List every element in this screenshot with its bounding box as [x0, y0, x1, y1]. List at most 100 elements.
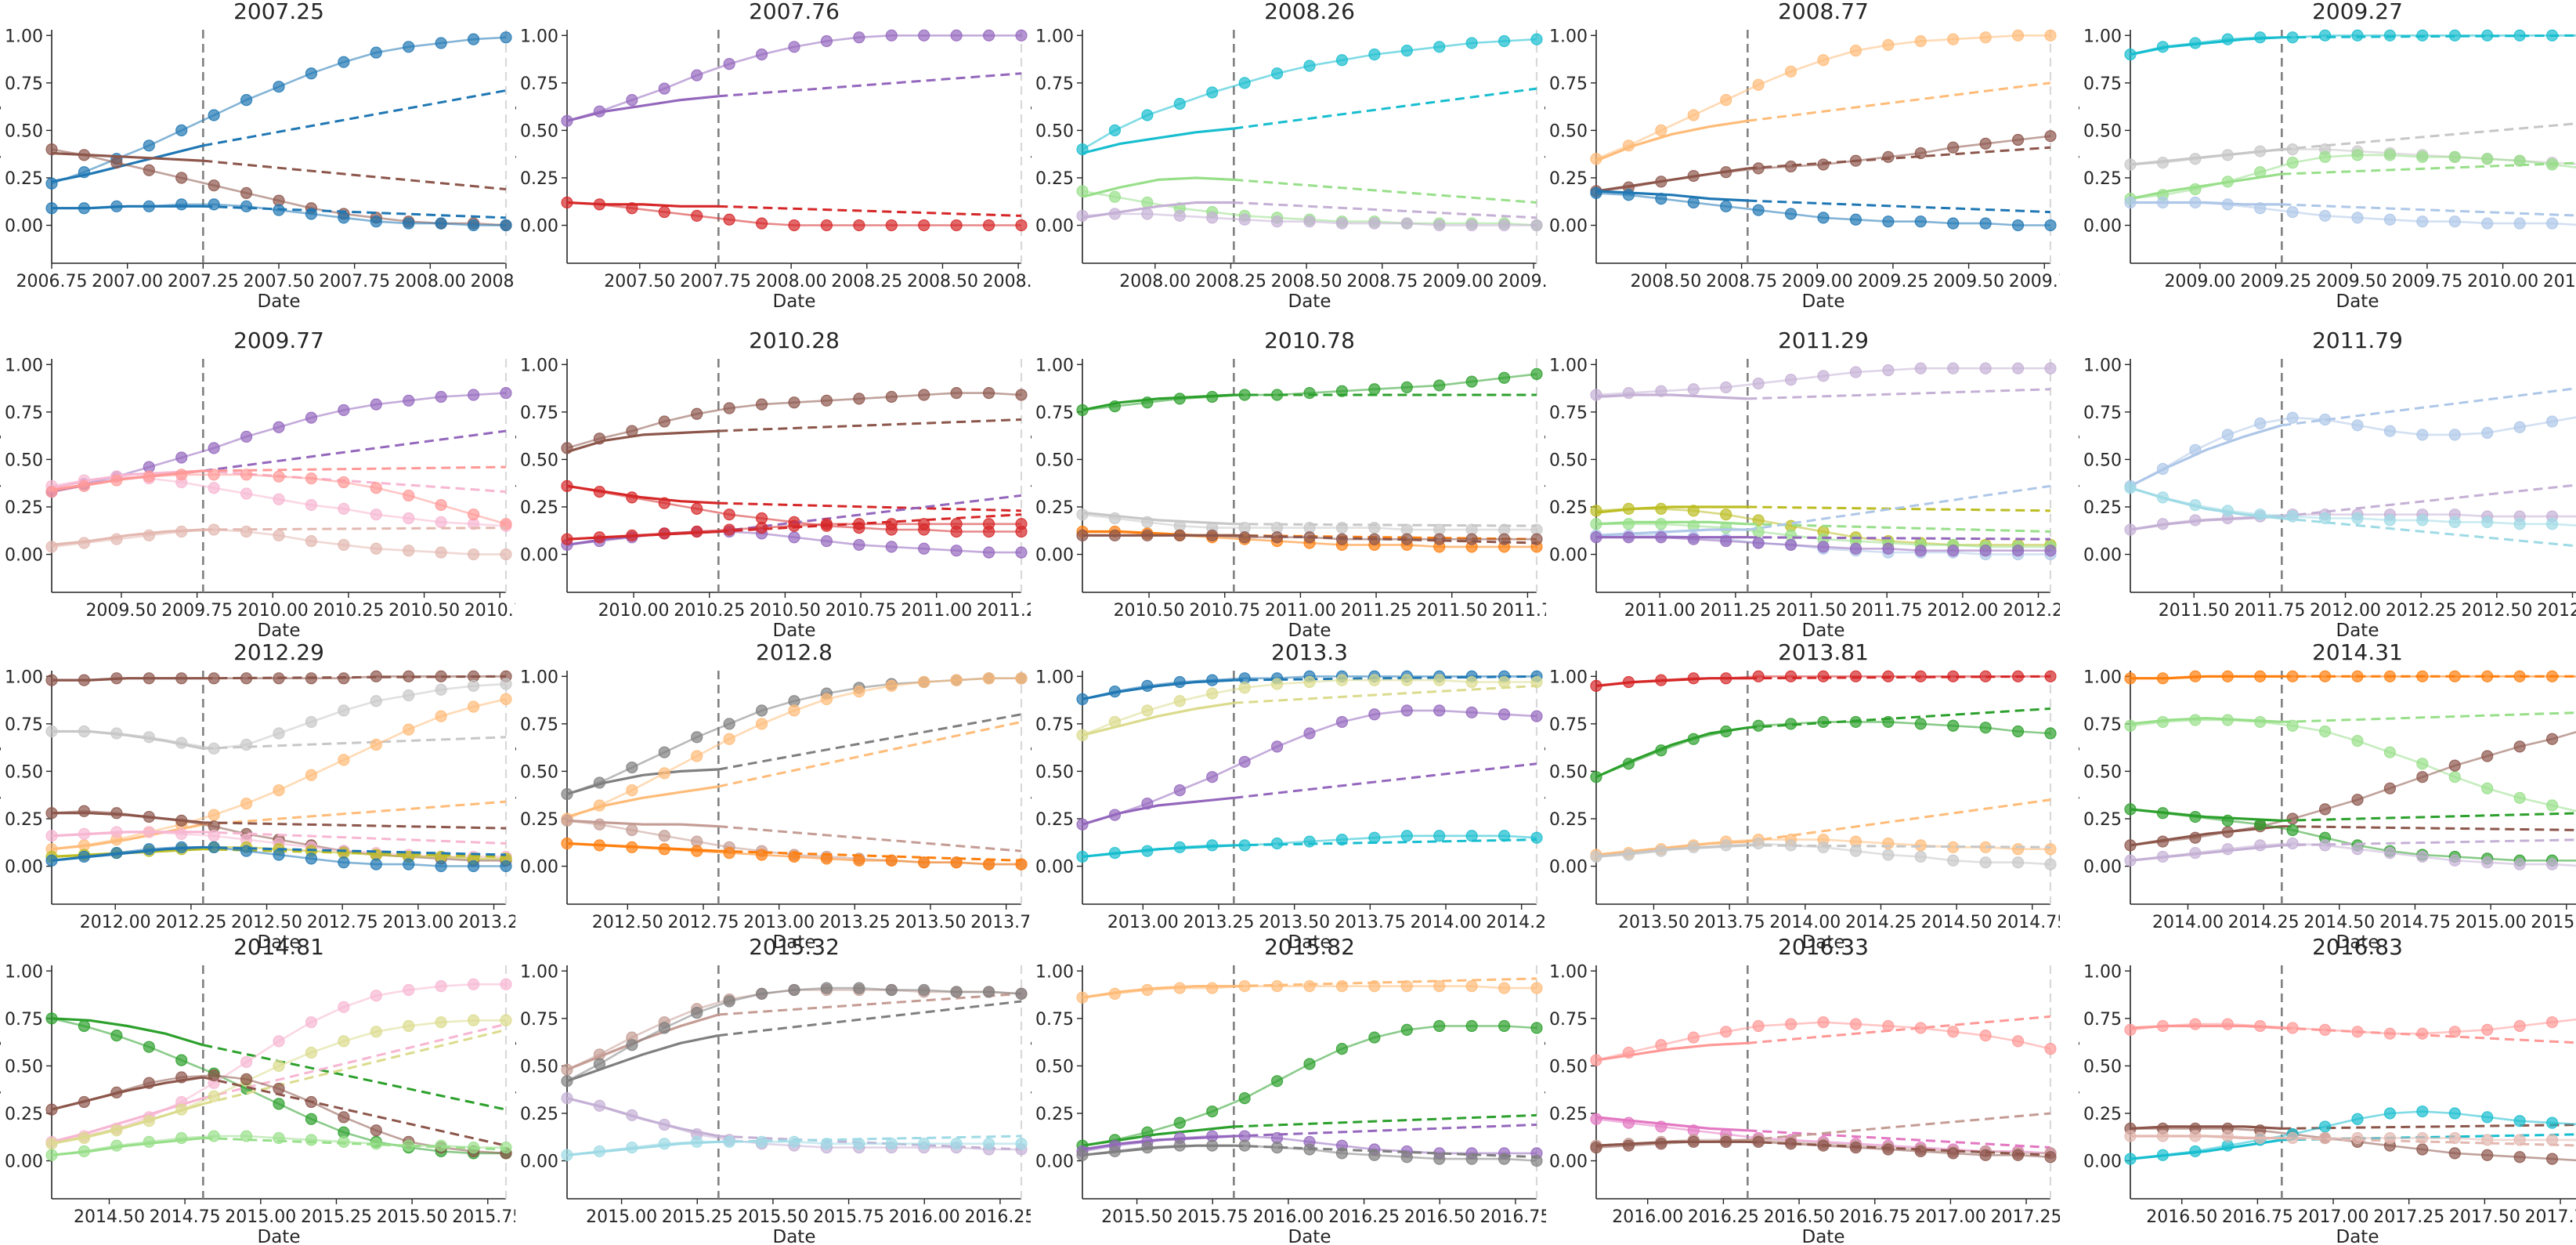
- y-axis-label: Frequency: [515, 100, 517, 194]
- observed-point: [2011, 725, 2025, 738]
- fitted-line: [1082, 201, 1234, 219]
- fitted-line: [566, 768, 719, 796]
- observed-point: [2286, 837, 2299, 850]
- observed-point: [1947, 545, 1960, 557]
- observed-point: [982, 219, 995, 232]
- y-tick-label: 0.50: [1549, 121, 1588, 141]
- x-axis-label: Date: [1288, 621, 1331, 639]
- observed-point: [2318, 725, 2332, 738]
- observed-point: [820, 219, 833, 232]
- fitted-line: [1595, 528, 1748, 537]
- observed-point: [1498, 708, 1511, 721]
- observed-point: [1979, 362, 1992, 375]
- observed-point: [950, 1138, 963, 1150]
- observed-point: [2513, 1134, 2526, 1146]
- observed-point: [853, 393, 865, 405]
- fitted-line: [1082, 511, 1234, 526]
- axes: 0.00 0.25 0.50 0.75 1.00 2009.50 2009.75 2010.0…: [5, 356, 515, 621]
- observed-point: [1368, 674, 1381, 686]
- observed-point: [755, 217, 768, 230]
- x-tick-label: 2013.25: [819, 913, 891, 932]
- series-0: [1076, 977, 1543, 1004]
- observed-point: [2318, 803, 2332, 816]
- observed-point: [1752, 204, 1765, 216]
- fitted-line: [1082, 844, 1234, 858]
- observed-point: [338, 754, 350, 766]
- observed-point: [1206, 212, 1219, 224]
- axes: 0.00 0.25 0.50 0.75 1.00 2014.50 2014.75 2015.0…: [5, 962, 515, 1227]
- chart-title: 2014.31: [2312, 641, 2403, 665]
- x-tick-label: 2014.75: [1996, 913, 2060, 932]
- observed-point: [240, 1073, 253, 1085]
- y-tick-label: 0.50: [1035, 1057, 1074, 1077]
- observed-point: [2416, 771, 2429, 784]
- y-axis-label: Frequency: [1545, 1036, 1546, 1129]
- y-tick-label: 1.00: [1549, 27, 1588, 46]
- observed-point: [1947, 719, 1960, 732]
- observed-point: [691, 731, 703, 744]
- chart-title: 2008.26: [1264, 0, 1355, 24]
- observed-point: [1947, 854, 1960, 867]
- observed-point: [435, 1016, 447, 1029]
- series-2: [1076, 201, 1543, 232]
- chart-title: 2010.28: [749, 329, 840, 353]
- observed-point: [1498, 982, 1511, 994]
- y-tick-label: 0.75: [520, 1010, 558, 1030]
- observed-point: [1498, 371, 1511, 384]
- series-0: [45, 31, 512, 190]
- series-0: [561, 29, 1028, 127]
- y-axis-label: Frequency: [2079, 741, 2080, 834]
- observed-point: [403, 858, 415, 870]
- projection-line: [2282, 203, 2576, 217]
- observed-point: [1015, 518, 1028, 530]
- observed-point: [1784, 670, 1797, 682]
- observed-point: [2383, 746, 2397, 758]
- observed-point: [626, 823, 638, 837]
- chart-panel-1: 2007.76 0.00 0.25 0.50 0.75 1.00 2007.50 2007.7…: [515, 0, 1031, 309]
- observed-point: [1368, 217, 1381, 230]
- observed-point: [305, 67, 318, 80]
- observed-point: [2286, 719, 2299, 732]
- observed-point: [1303, 387, 1316, 400]
- observed-point: [2481, 217, 2494, 230]
- y-tick-label: 1.00: [1549, 962, 1588, 982]
- observed-point: [1687, 109, 1700, 121]
- observed-point: [273, 529, 285, 541]
- observed-point: [338, 476, 350, 489]
- x-tick-label: 2015.75: [813, 1207, 884, 1227]
- y-tick-label: 0.00: [2083, 217, 2122, 237]
- observed-point: [1141, 704, 1154, 717]
- chart-title: 2012.29: [233, 641, 324, 665]
- observed-point: [1015, 987, 1028, 1000]
- x-tick-label: 2008.50: [1271, 272, 1342, 291]
- observed-point: [78, 805, 91, 817]
- observed-point: [918, 518, 930, 530]
- observed-point: [240, 797, 253, 810]
- observed-point: [1817, 158, 1830, 171]
- observed-point: [1238, 755, 1251, 768]
- observed-point: [1622, 189, 1635, 201]
- observed-point: [1206, 687, 1219, 700]
- fitted-line: [1082, 1125, 1234, 1147]
- observed-point: [918, 983, 930, 997]
- observed-line: [51, 698, 507, 850]
- y-tick-label: 1.00: [2083, 668, 2122, 687]
- axes: 0.00 0.25 0.50 0.75 1.00 2012.00 2012.25 2012.5…: [5, 668, 515, 932]
- observed-point: [2286, 823, 2299, 837]
- fitted-line: [51, 831, 204, 838]
- projection-line: [718, 720, 1022, 788]
- x-tick-label: 2015.00: [225, 1207, 296, 1227]
- observed-point: [143, 1041, 155, 1053]
- observed-point: [208, 482, 220, 494]
- observed-point: [788, 983, 800, 997]
- observed-point: [820, 693, 833, 705]
- observed-point: [403, 983, 415, 997]
- observed-point: [2448, 771, 2461, 784]
- observed-point: [338, 404, 350, 417]
- x-tick-label: 2016.00: [1252, 1207, 1324, 1227]
- y-tick-label: 1.00: [520, 27, 558, 46]
- x-tick-label: 2012.50: [592, 913, 663, 932]
- chart-title: 2012.8: [756, 641, 833, 665]
- x-tick-label: 2008.25: [831, 272, 902, 291]
- x-tick-label: 2013.75: [1335, 913, 1406, 932]
